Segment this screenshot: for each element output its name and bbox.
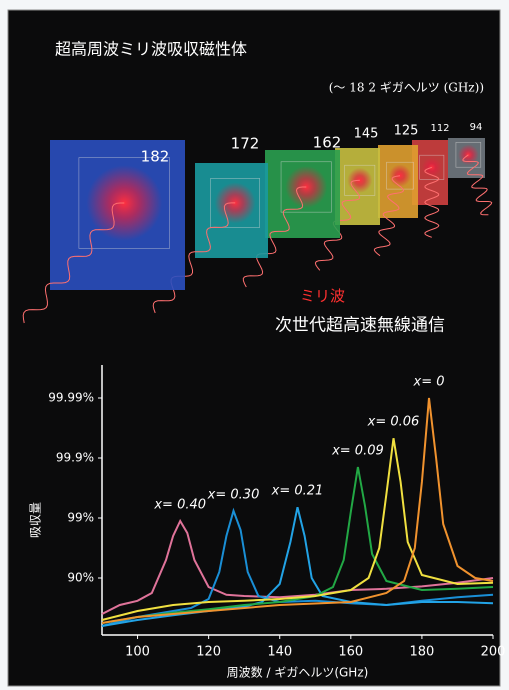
series-label: x= 0.09 <box>331 444 384 459</box>
x-tick-label: 200 <box>481 645 506 660</box>
caption: 次世代超高速無線通信 <box>275 316 445 336</box>
series-label: x= 0.21 <box>271 484 324 499</box>
frequency-label: 162 <box>313 134 342 152</box>
subtitle: (～ 18 2 ギガヘルツ (GHz)) <box>329 81 484 95</box>
x-tick-label: 180 <box>409 645 434 660</box>
x-tick-label: 100 <box>125 645 150 660</box>
glow <box>389 164 411 186</box>
x-tick-label: 160 <box>338 645 363 660</box>
y-tick-label: 99% <box>67 511 94 525</box>
series-label: x= 0.30 <box>207 487 260 502</box>
y-tick-label: 99.9% <box>56 451 94 465</box>
title: 超高周波ミリ波吸収磁性体 <box>55 40 247 59</box>
frequency-label: 112 <box>430 123 449 134</box>
figure: 超高周波ミリ波吸収磁性体 (～ 18 2 ギガヘルツ (GHz)) 94 112 1… <box>0 0 509 690</box>
series-label: x= 0.06 <box>367 415 420 430</box>
series-label: x= 0.40 <box>153 498 206 513</box>
frequency-label: 125 <box>394 124 419 139</box>
x-tick-label: 120 <box>196 645 221 660</box>
wave-label: ミリ波 <box>300 287 345 305</box>
series-label: x= 0 <box>413 375 445 390</box>
y-tick-label: 99.99% <box>48 391 94 405</box>
frequency-label: 145 <box>354 127 379 142</box>
y-tick-label: 90% <box>67 571 94 585</box>
frequency-label: 172 <box>231 135 260 153</box>
x-axis-label: 周波数 / ギガヘルツ(GHz) <box>227 665 369 680</box>
y-axis-label: 吸収量 <box>29 502 43 538</box>
frequency-label: 182 <box>141 148 170 166</box>
x-tick-label: 140 <box>267 645 292 660</box>
frequency-label: 94 <box>470 122 483 133</box>
